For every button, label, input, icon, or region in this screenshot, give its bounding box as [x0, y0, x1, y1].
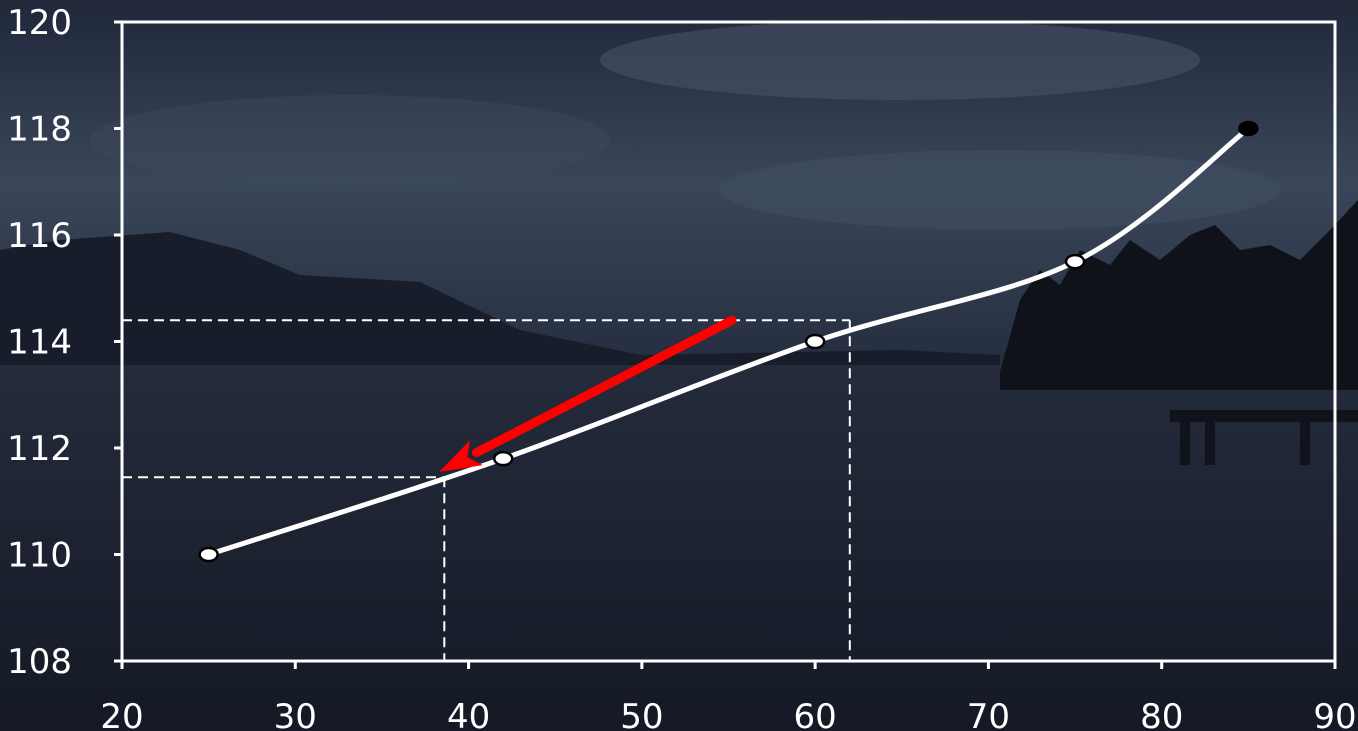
data-point — [1238, 120, 1259, 137]
cloud — [90, 95, 610, 185]
x-tick-label: 50 — [620, 697, 663, 731]
x-tick-label: 80 — [1140, 697, 1183, 731]
y-tick-label: 110 — [7, 536, 72, 576]
series-line — [207, 126, 1250, 557]
plot-area: 20 30 40 50 60 70 80 90 108 110 112 114 116 118 120 — [7, 3, 1357, 731]
x-tick-label: 90 — [1313, 697, 1356, 731]
y-tick-label: 118 — [7, 110, 72, 150]
y-tick-label: 120 — [7, 3, 72, 43]
pier — [1170, 410, 1358, 422]
pier-post — [1205, 420, 1215, 465]
arrow-shaft — [471, 315, 737, 458]
x-tick-label: 20 — [100, 697, 143, 731]
cloud — [720, 150, 1280, 230]
data-point — [1064, 253, 1086, 270]
y-tick-label: 112 — [7, 429, 72, 469]
cloud — [600, 20, 1200, 100]
pier-post — [1300, 420, 1310, 465]
mountain-silhouette — [0, 232, 1000, 370]
x-tick-label: 30 — [274, 697, 317, 731]
tree-silhouette — [1000, 200, 1358, 390]
x-tick-label: 40 — [447, 697, 490, 731]
y-tick-label: 108 — [7, 642, 72, 682]
y-tick-label: 114 — [7, 323, 72, 363]
data-point — [492, 450, 514, 467]
data-point — [198, 546, 219, 563]
data-point — [804, 333, 826, 350]
x-tick-label: 60 — [794, 697, 837, 731]
x-tick-label: 70 — [967, 697, 1010, 731]
pier-post — [1180, 420, 1190, 465]
y-tick-label: 116 — [7, 216, 72, 256]
arrow-head — [439, 440, 483, 472]
